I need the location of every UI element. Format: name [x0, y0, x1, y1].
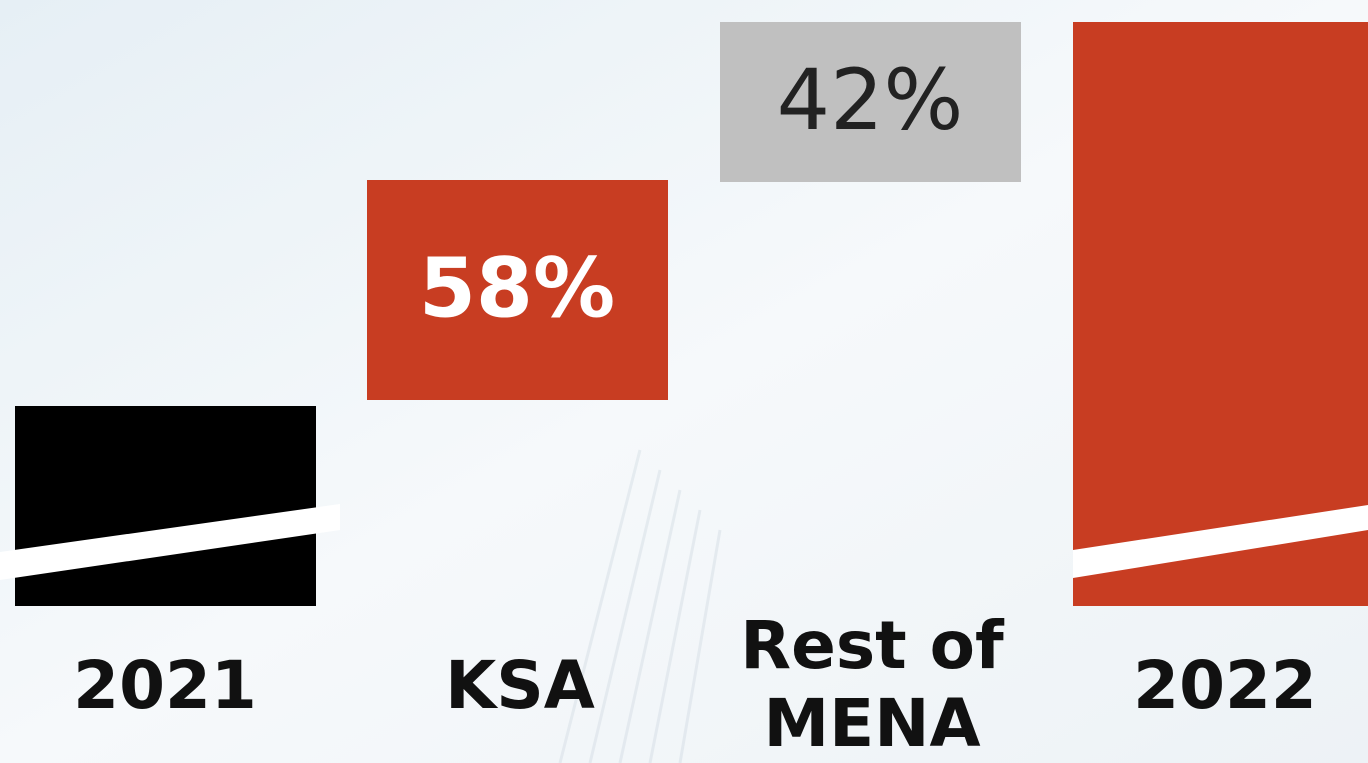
category-label: 2022 [1133, 647, 1317, 724]
category-label: 2021 [73, 647, 257, 724]
bar-ksa [367, 180, 668, 400]
value-label: 42% [777, 51, 964, 149]
bar-2022 [1073, 22, 1368, 606]
category-label: KSA [445, 647, 595, 724]
axis-break [1073, 505, 1368, 578]
value-label: 58% [419, 241, 615, 336]
bar-2021 [15, 406, 316, 606]
bar-rest-of-mena [720, 22, 1021, 182]
axis-break [0, 504, 340, 580]
category-label: MENA [763, 685, 980, 762]
category-label: Rest of [740, 607, 1005, 684]
background-building [558, 449, 722, 763]
